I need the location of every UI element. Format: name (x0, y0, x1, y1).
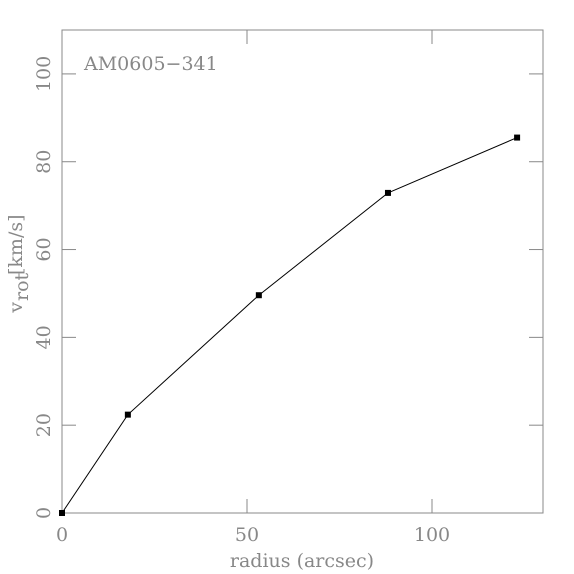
y-tick-label: 100 (33, 56, 55, 92)
y-axis-label-main: v (5, 302, 27, 314)
chart-title: AM0605−341 (83, 53, 218, 75)
data-point (255, 292, 262, 299)
x-tick-label: 0 (56, 524, 68, 546)
data-point (124, 411, 131, 418)
y-tick-label: 20 (33, 413, 55, 437)
data-point (59, 510, 65, 516)
x-tick-label: 50 (235, 524, 259, 546)
y-axis-label-sub: rot (11, 272, 33, 301)
y-tick-label: 0 (33, 507, 55, 519)
plot-frame (61, 29, 544, 514)
data-line (61, 137, 518, 514)
y-tick-label: 80 (33, 150, 55, 174)
y-axis-label-unit: [km/s] (5, 214, 27, 275)
x-tick-label: 100 (414, 524, 450, 546)
data-point (514, 134, 521, 141)
y-axis-label: v rot [km/s] (5, 214, 33, 313)
data-point (384, 189, 391, 196)
y-tick-label: 40 (33, 325, 55, 349)
x-axis-label: radius (arcsec) (230, 550, 374, 572)
y-tick-label: 60 (33, 237, 55, 261)
